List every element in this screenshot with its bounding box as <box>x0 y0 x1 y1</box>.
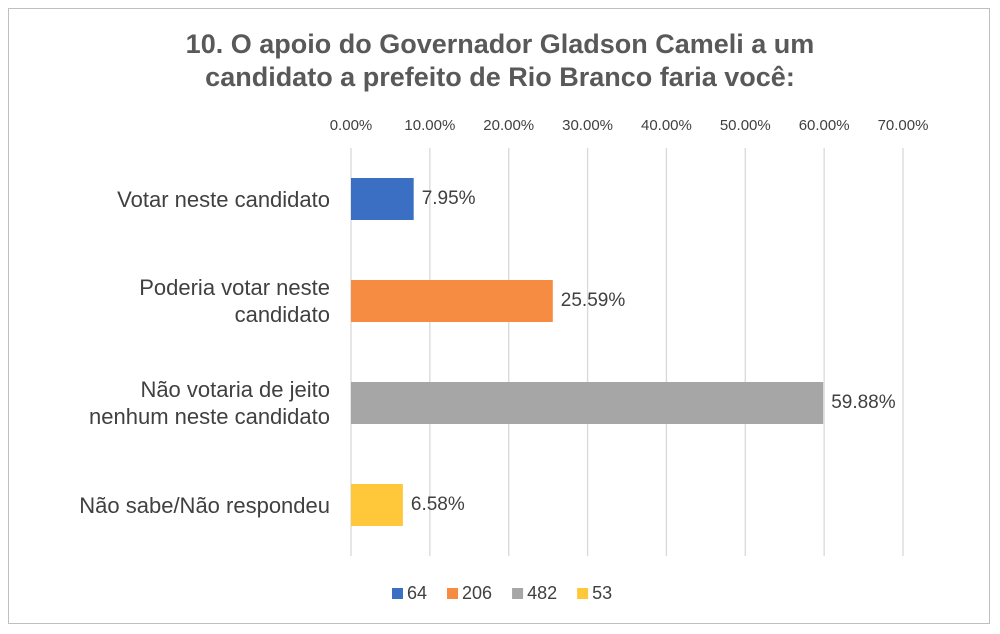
y-tick-label: Votar neste candidato <box>117 186 330 212</box>
data-label: 25.59% <box>561 290 626 311</box>
x-tick-label: 40.00% <box>641 117 692 134</box>
legend-swatch <box>392 588 403 599</box>
x-tick-label: 10.00% <box>404 117 455 134</box>
data-label: 6.58% <box>411 494 465 515</box>
legend-label: 206 <box>462 583 492 603</box>
legend-swatch <box>577 588 589 599</box>
chart-border <box>8 8 990 624</box>
legend-label: 53 <box>592 583 612 603</box>
x-tick-label: 30.00% <box>562 117 613 134</box>
bar <box>351 382 824 424</box>
bar <box>351 280 553 322</box>
legend-swatch <box>447 588 459 599</box>
y-tick-label: Poderia votar neste candidato <box>139 275 330 327</box>
x-tick-label: 20.00% <box>483 117 534 134</box>
legend-label: 482 <box>527 583 557 603</box>
x-tick-label: 50.00% <box>720 117 771 134</box>
bar <box>351 484 403 526</box>
y-tick-label: Não sabe/Não respondeu <box>79 492 330 518</box>
x-tick-label: 60.00% <box>799 117 850 134</box>
x-tick-label: 70.00% <box>878 117 929 134</box>
bar <box>351 178 414 220</box>
chart-title: 10. O apoio do Governador Gladson Cameli… <box>185 29 815 92</box>
legend-swatch <box>512 588 524 599</box>
x-tick-label: 0.00% <box>330 117 373 134</box>
y-tick-label: Não votaria de jeito nenhum neste candid… <box>89 377 330 429</box>
data-label: 59.88% <box>831 392 896 413</box>
data-label: 7.95% <box>422 188 476 209</box>
legend-label: 64 <box>407 583 427 603</box>
